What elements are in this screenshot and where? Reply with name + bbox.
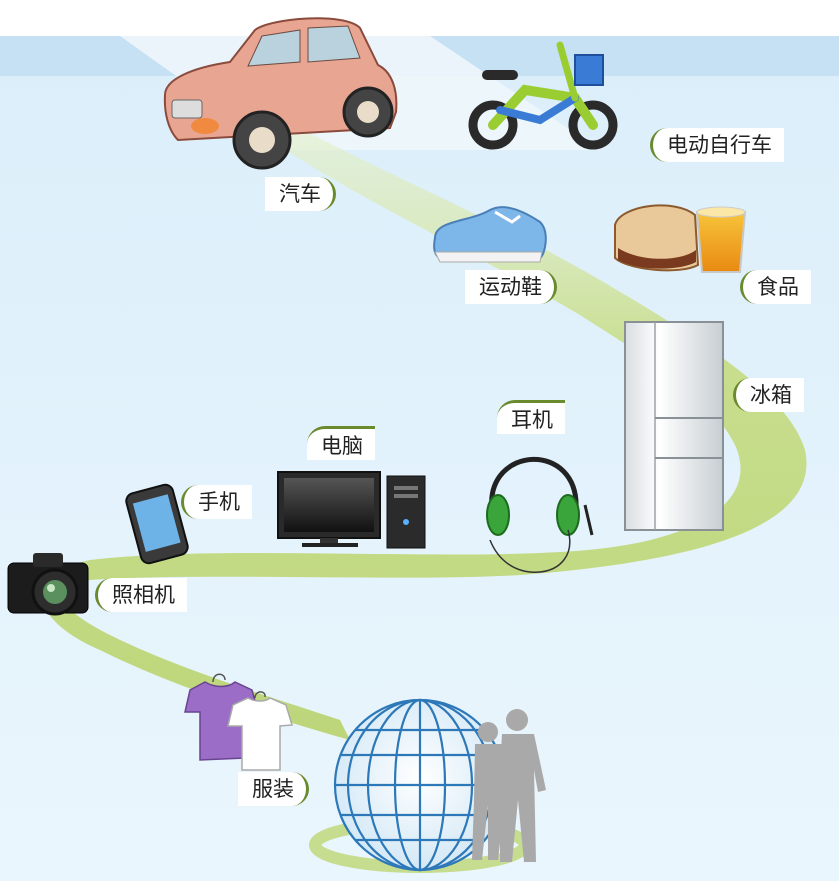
food-illustration	[614, 204, 747, 273]
clothing-illustration	[184, 673, 293, 771]
computer-illustration	[277, 471, 426, 549]
camera-illustration	[7, 553, 89, 616]
car-label: 汽车	[265, 177, 336, 211]
people-silhouette	[472, 709, 546, 862]
headphones-illustration	[486, 456, 594, 573]
phone-label: 手机	[181, 485, 252, 519]
phone-illustration	[125, 483, 189, 565]
earphones-label: 耳机	[497, 400, 565, 434]
camera-label: 照相机	[95, 578, 187, 612]
sneaker-label: 运动鞋	[465, 270, 557, 304]
clothing-label: 服装	[238, 772, 309, 806]
fridge-label: 冰箱	[733, 378, 804, 412]
sneaker-illustration	[433, 206, 547, 263]
car-illustration	[163, 17, 398, 170]
ebike-label: 电动自行车	[650, 128, 784, 162]
ebike-illustration	[468, 41, 618, 150]
globe-illustration	[333, 698, 507, 872]
fridge-illustration	[624, 321, 724, 531]
computer-label: 电脑	[307, 426, 375, 460]
winding-path	[42, 100, 807, 740]
food-label: 食品	[740, 270, 811, 304]
